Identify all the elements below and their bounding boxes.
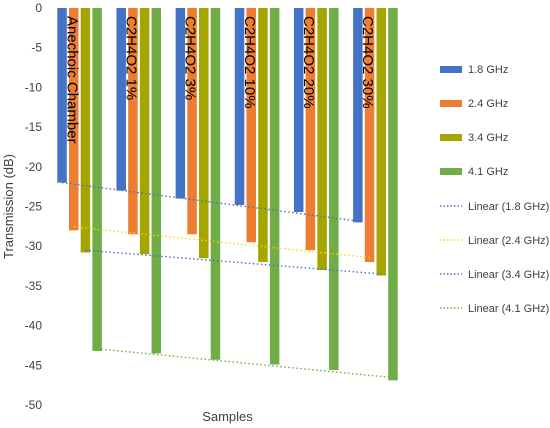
bar-4.1-ghz-0 xyxy=(92,8,102,352)
legend: 1.8 GHz 2.4 GHz 3.4 GHz 4.1 GHz Linear (1.8 … xyxy=(440,64,549,315)
category-label: C2H4O2 20% xyxy=(300,16,317,109)
category-label: C2H4O2 1% xyxy=(122,16,139,100)
bar-2.4-ghz-0 xyxy=(68,8,79,231)
y-tick-label: -35 xyxy=(25,279,43,293)
bar-2.4-ghz-2 xyxy=(187,8,197,235)
bar-4.1-ghz-5 xyxy=(388,8,398,381)
trendline-1 xyxy=(73,226,370,259)
legend-label: Linear (4.1 GHz) xyxy=(468,303,549,315)
trendline-2 xyxy=(85,249,382,275)
category-label: C2H4O2 3% xyxy=(182,16,199,100)
legend-swatch xyxy=(440,134,462,141)
bar-2.4-ghz-3 xyxy=(246,8,256,243)
trendline-0 xyxy=(61,181,358,222)
legend-label: 2.4 GHz xyxy=(468,98,508,110)
legend-label: Linear (3.4 GHz) xyxy=(468,269,549,281)
category-label: Anechoic Chamber xyxy=(63,16,80,144)
y-tick-label: -15 xyxy=(25,120,43,134)
bar-3.4-ghz-5 xyxy=(376,8,387,276)
bar-2.4-ghz-1 xyxy=(128,8,138,235)
y-tick-label: 0 xyxy=(35,1,42,15)
category-labels: Anechoic Chamber C2H4O2 1% C2H4O2 3% C2H4O2… xyxy=(63,16,376,144)
category-label: C2H4O2 10% xyxy=(241,16,258,109)
y-axis-title: Transmission (dB) xyxy=(1,154,16,259)
bar-4.1-ghz-2 xyxy=(210,8,221,360)
bar-2.4-ghz-5 xyxy=(364,8,375,263)
y-tick-label: -40 xyxy=(25,319,43,333)
y-tick-label: -30 xyxy=(25,239,43,253)
y-tick-label: -10 xyxy=(25,80,43,94)
bar-3.4-ghz-2 xyxy=(199,8,209,259)
bar-3.4-ghz-0 xyxy=(80,8,91,253)
legend-swatch xyxy=(440,100,462,107)
legend-label: 4.1 GHz xyxy=(468,166,508,178)
bar-1.8-ghz-4 xyxy=(293,8,304,213)
legend-label: 3.4 GHz xyxy=(468,132,508,144)
y-tick-label: -50 xyxy=(25,398,43,412)
legend-label: Linear (2.4 GHz) xyxy=(468,235,549,247)
bar-1.8-ghz-5 xyxy=(353,8,363,223)
trendlines xyxy=(61,181,394,379)
y-tick-label: -45 xyxy=(25,358,43,372)
bar-3.4-ghz-3 xyxy=(258,8,268,263)
plot-area xyxy=(57,8,398,381)
bar-3.4-ghz-1 xyxy=(139,8,150,255)
legend-swatch xyxy=(440,66,462,73)
category-label: C2H4O2 30% xyxy=(359,16,376,109)
bar-1.8-ghz-3 xyxy=(234,8,245,205)
y-tick-label: -20 xyxy=(25,160,43,174)
y-tick-label: -25 xyxy=(25,200,43,214)
bar-1.8-ghz-0 xyxy=(57,8,67,183)
y-axis: 0 -5 -10 -15 -20 -25 -30 -35 -40 -45 -50 xyxy=(25,1,43,412)
bar-1.8-ghz-1 xyxy=(116,8,126,191)
y-tick-label: -5 xyxy=(31,41,42,55)
legend-swatch xyxy=(440,168,462,175)
bar-4.1-ghz-4 xyxy=(329,8,339,371)
trendline-3 xyxy=(97,348,394,379)
bar-3.4-ghz-4 xyxy=(317,8,327,271)
bar-2.4-ghz-4 xyxy=(305,8,316,251)
legend-label: Linear (1.8 GHz) xyxy=(468,201,549,213)
bar-4.1-ghz-1 xyxy=(151,8,162,354)
bar-1.8-ghz-2 xyxy=(175,8,186,199)
bar-4.1-ghz-3 xyxy=(269,8,280,365)
legend-label: 1.8 GHz xyxy=(468,64,508,76)
x-axis-title: Samples xyxy=(202,409,253,424)
